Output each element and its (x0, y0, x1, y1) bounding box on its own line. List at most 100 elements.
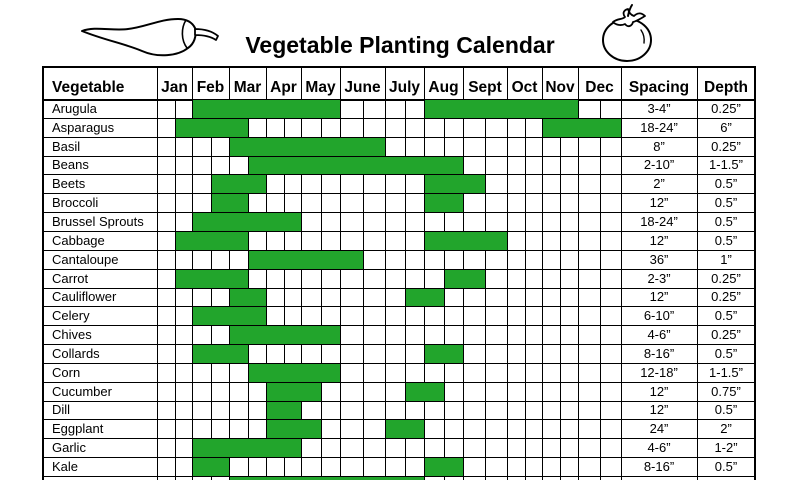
table-row: Cabbage 12” 0.5” (0, 231, 800, 250)
depth-value: 0.5” (714, 176, 738, 191)
grid-line-vertical (340, 67, 341, 480)
table-row: Cantaloupe 36” 1” (0, 250, 800, 269)
depth-value: 0.25” (711, 327, 741, 342)
grid-line-vertical (424, 67, 425, 480)
pepper-calyx-line (181, 19, 188, 49)
column-header-may: May (305, 79, 336, 96)
grid-line-horizontal (42, 419, 756, 420)
vegetable-name: Garlic (52, 440, 86, 455)
table-row: Carrot 2-3” 0.25” (0, 269, 800, 288)
column-header-feb: Feb (196, 79, 225, 96)
table-row: Kale 8-16” 0.5” (0, 457, 800, 476)
column-header-sept: Sept (468, 79, 502, 96)
spacing-value: 2-10” (643, 157, 675, 172)
depth-value: 1-2” (714, 440, 738, 455)
planting-bar (445, 270, 485, 288)
table-row: Dill 12” 0.5” (0, 401, 800, 419)
grid-line-vertical (266, 67, 267, 480)
vegetable-name: Cucumber (52, 384, 112, 399)
grid-line-vertical (42, 67, 44, 480)
grid-line-half-month (284, 99, 285, 480)
depth-value: 0.5” (714, 195, 738, 210)
table-row: Beans 2-10” 1-1.5” (0, 156, 800, 174)
table-row: Asparagus 18-24” 6” (0, 118, 800, 137)
spacing-value: 4-6” (647, 327, 671, 342)
grid-line-vertical (578, 67, 579, 480)
planting-bar (249, 157, 463, 174)
planting-bar (230, 477, 424, 480)
grid-line-horizontal (42, 382, 756, 383)
column-header-oct: Oct (511, 79, 538, 96)
column-header-july: July (388, 79, 420, 96)
planting-bar (249, 251, 363, 269)
grid-line-horizontal (42, 438, 756, 439)
depth-value: 0.5” (714, 308, 738, 323)
spacing-value: 12-18” (640, 365, 678, 380)
planting-bar (193, 213, 301, 231)
grid-line-half-month (525, 99, 526, 480)
vegetable-name: Basil (52, 139, 81, 154)
vegetable-name: Beans (52, 157, 89, 172)
planting-bar (543, 119, 621, 137)
spacing-value: 8-16” (643, 459, 675, 474)
depth-value: 1-1.5” (709, 365, 743, 380)
planting-bar (176, 232, 248, 250)
spacing-value: 12” (649, 289, 669, 304)
planting-bar (230, 326, 340, 344)
vegetable-name: Asparagus (52, 120, 115, 135)
grid-line-vertical (621, 67, 622, 480)
depth-value: 6” (720, 120, 732, 135)
grid-line-horizontal (42, 476, 756, 477)
planting-bar (267, 402, 301, 419)
column-header-dec: Dec (585, 79, 614, 96)
grid-line-horizontal (42, 269, 756, 270)
depth-value: 0.25” (711, 271, 741, 286)
grid-line-half-month (321, 99, 322, 480)
depth-value: 0.5” (714, 459, 738, 474)
grid-line-horizontal (42, 99, 756, 101)
table-row: Corn 12-18” 1-1.5” (0, 363, 800, 382)
grid-line-vertical (301, 67, 302, 480)
grid-line-horizontal (42, 118, 756, 119)
table-row: Arugula 3-4” 0.25” (0, 99, 800, 118)
depth-value: 0.25” (711, 289, 741, 304)
spacing-value: 12” (649, 402, 669, 417)
vegetable-name: Cabbage (52, 233, 105, 248)
grid-line-half-month (175, 99, 176, 480)
grid-line-horizontal (42, 231, 756, 232)
vegetable-name: Carrot (52, 271, 89, 286)
table-row: Beets 2” 0.5” (0, 174, 800, 193)
depth-value: 0.5” (714, 402, 738, 417)
spacing-value: 12” (649, 384, 669, 399)
spacing-value: 8” (653, 139, 665, 154)
grid-line-horizontal (42, 212, 756, 213)
column-header-vegetable: Vegetable (52, 79, 125, 96)
chili-pepper-icon (81, 18, 219, 57)
grid-line-half-month (600, 99, 601, 480)
planting-bar (193, 458, 229, 476)
vegetable-name: Eggplant (52, 421, 104, 436)
planting-bar (425, 194, 463, 212)
pepper-body-outline (81, 18, 197, 57)
grid-line-horizontal (42, 325, 756, 326)
planting-bar (230, 289, 266, 306)
grid-line-horizontal (42, 66, 756, 68)
planting-bar (212, 175, 266, 193)
spacing-value: 18-24” (640, 120, 678, 135)
planting-bar (425, 232, 507, 250)
planting-bar (176, 119, 248, 137)
spacing-value: 8-16” (643, 346, 675, 361)
column-header-jan: Jan (161, 79, 188, 96)
grid-line-horizontal (42, 344, 756, 345)
grid-line-horizontal (42, 363, 756, 364)
vegetable-name: Corn (52, 365, 81, 380)
table-row: Eggplant 24” 2” (0, 419, 800, 438)
column-header-june: June (344, 79, 381, 96)
vegetable-name: Arugula (52, 101, 97, 116)
spacing-value: 2-3” (647, 271, 671, 286)
planting-bar (193, 100, 340, 118)
spacing-value: 24” (649, 421, 669, 436)
table-row: Celery 6-10” 0.5” (0, 306, 800, 325)
grid-line-horizontal (42, 288, 756, 289)
